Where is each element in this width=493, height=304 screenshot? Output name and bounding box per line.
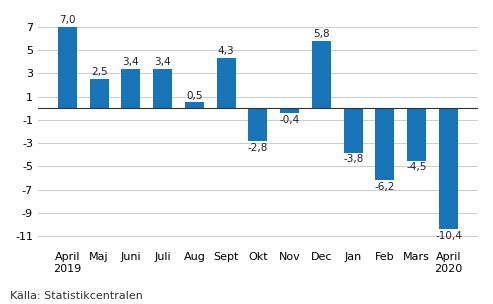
Text: 3,4: 3,4 [123,57,139,67]
Bar [58,27,77,108]
Bar [185,102,204,108]
Text: -3,8: -3,8 [343,154,363,164]
Text: 4,3: 4,3 [218,47,235,57]
Text: Källa: Statistikcentralen: Källa: Statistikcentralen [10,291,143,301]
Text: -6,2: -6,2 [375,182,395,192]
Bar [407,108,426,161]
Text: 3,4: 3,4 [154,57,171,67]
Bar [280,108,299,113]
Bar [90,79,108,108]
Bar [153,69,172,108]
Text: -2,8: -2,8 [248,143,268,153]
Bar [216,58,236,108]
Text: -4,5: -4,5 [407,162,427,172]
Bar [121,69,141,108]
Bar [439,108,458,230]
Text: 5,8: 5,8 [313,29,330,39]
Text: 0,5: 0,5 [186,91,203,101]
Text: -0,4: -0,4 [280,115,300,125]
Text: -10,4: -10,4 [435,231,462,241]
Bar [344,108,363,153]
Text: 7,0: 7,0 [59,15,75,25]
Text: 2,5: 2,5 [91,67,107,78]
Bar [248,108,268,141]
Bar [312,41,331,108]
Bar [376,108,394,181]
